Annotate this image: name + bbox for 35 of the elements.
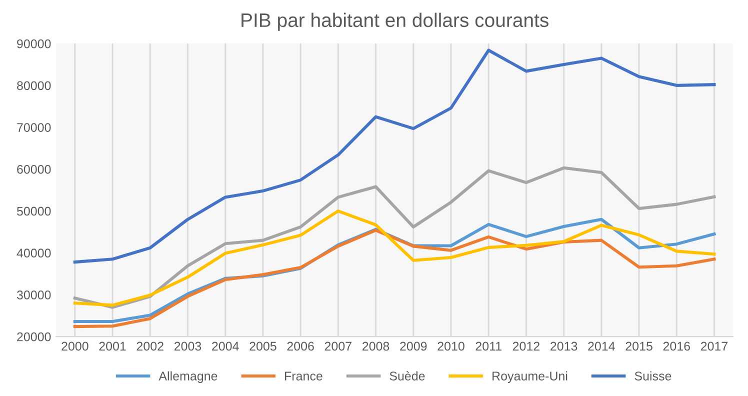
x-tick-label: 2006 [287,342,314,351]
x-tick-label: 2013 [550,342,578,351]
legend-label: Allemagne [158,371,218,383]
y-tick-label: 70000 [17,123,51,132]
x-tick-label: 2007 [324,342,352,351]
y-tick-label: 40000 [16,248,51,258]
y-tick-label: 60000 [17,164,51,174]
x-tick-label: 2011 [476,342,502,351]
line-series [73,209,716,307]
x-tick-label: 2001 [99,342,126,351]
y-tick-label: 80000 [17,81,51,90]
x-tick-label: 2009 [400,342,427,351]
x-tick-label: 2015 [626,342,652,351]
x-tick-label: 2004 [212,342,239,351]
x-tick-label: 2012 [512,342,540,351]
legend-label: Suisse [634,371,672,380]
x-tick-label: 2017 [700,342,728,351]
x-tick-label: 2005 [250,342,276,351]
legend-label: Suède [390,371,425,380]
x-tick-label: 2003 [174,342,202,351]
x-tick-label: 2016 [663,342,690,351]
line-series [73,48,716,264]
y-tick-label: 90000 [17,39,51,48]
legend-label: Royaume-Uni [492,371,568,383]
legend-label: France [285,372,322,380]
x-tick-label: 2014 [588,342,615,351]
y-tick-label: 30000 [16,290,51,300]
x-tick-label: 2008 [362,342,390,351]
x-tick-label: 2010 [438,342,464,351]
y-tick-label: 20000 [17,332,51,342]
x-tick-label: 2000 [62,342,88,351]
line-series [73,166,716,309]
y-tick-label: 50000 [16,206,51,216]
chart-title: PIB par habitant en dollars courants [242,12,548,31]
x-tick-label: 2002 [136,342,164,351]
